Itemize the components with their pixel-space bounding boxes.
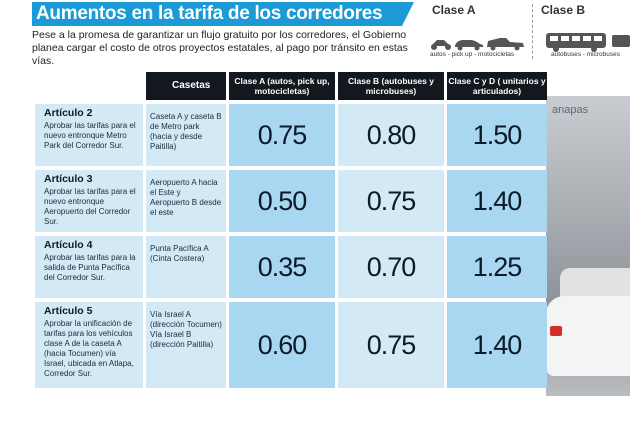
article-description: Aprobar la unificación de tarifas para l… bbox=[44, 319, 134, 378]
title-banner: Aumentos en la tarifa de los corredores bbox=[32, 2, 402, 26]
article-title: Artículo 5 bbox=[44, 305, 93, 317]
legend-divider bbox=[532, 4, 533, 59]
header-class-cd: Clase C y D ( unitarios y articulados) bbox=[447, 72, 547, 100]
photo-car-front bbox=[546, 296, 630, 376]
photo-car-tail-light bbox=[550, 326, 562, 336]
title-banner-wedge bbox=[402, 2, 414, 26]
article-cell: Artículo 5 Aprobar la unificación de tar… bbox=[35, 302, 143, 388]
class-b-value: 0.70 bbox=[338, 236, 444, 298]
class-a-value: 0.60 bbox=[229, 302, 335, 388]
article-description: Aprobar las tarifas para el nuevo entron… bbox=[44, 187, 136, 226]
table-row: Artículo 2 Aprobar las tarifas para el n… bbox=[35, 104, 547, 166]
class-a-value: 0.50 bbox=[229, 170, 335, 232]
class-cd-value: 1.40 bbox=[447, 302, 547, 388]
article-cell: Artículo 3 Aprobar las tarifas para el n… bbox=[35, 170, 143, 232]
toll-rates-table: Casetas Clase A (autos, pick up, motocic… bbox=[32, 68, 550, 392]
class-b-bus-icon bbox=[546, 33, 630, 52]
class-cd-value: 1.50 bbox=[447, 104, 547, 166]
class-cd-value: 1.40 bbox=[447, 170, 547, 232]
class-b-value: 0.75 bbox=[338, 170, 444, 232]
class-a-vehicles-icon bbox=[431, 38, 524, 51]
article-cell: Artículo 2 Aprobar las tarifas para el n… bbox=[35, 104, 143, 166]
toll-booth-photo: anapas bbox=[546, 96, 630, 396]
page-title: Aumentos en la tarifa de los corredores bbox=[36, 3, 383, 24]
header-spacer bbox=[35, 72, 143, 100]
casetas-cell: Aeropuerto A hacia el Este y Aeropuerto … bbox=[146, 170, 226, 232]
header-class-b: Clase B (autobuses y microbuses) bbox=[338, 72, 444, 100]
article-title: Artículo 2 bbox=[44, 107, 93, 119]
article-title: Artículo 3 bbox=[44, 173, 93, 185]
table-row: Artículo 4 Aprobar las tarifas para la s… bbox=[35, 236, 547, 298]
article-description: Aprobar las tarifas para la salida de Pu… bbox=[44, 253, 136, 282]
header-class-a: Clase A (autos, pick up, motocicletas) bbox=[229, 72, 335, 100]
casetas-cell: Caseta A y caseta B de Metro park (hacia… bbox=[146, 104, 226, 166]
class-a-legend-caption: autos - pick up - motocicletas bbox=[430, 51, 515, 58]
class-b-value: 0.80 bbox=[338, 104, 444, 166]
class-a-value: 0.75 bbox=[229, 104, 335, 166]
class-a-value: 0.35 bbox=[229, 236, 335, 298]
casetas-cell: Vía Israel A (dirección Tocumen) Vía Isr… bbox=[146, 302, 226, 388]
class-b-legend-caption: autobuses - microbuses bbox=[551, 51, 621, 58]
article-title: Artículo 4 bbox=[44, 239, 93, 251]
class-cd-value: 1.25 bbox=[447, 236, 547, 298]
article-description: Aprobar las tarifas para el nuevo entron… bbox=[44, 121, 136, 150]
class-a-legend-title: Clase A bbox=[432, 3, 476, 17]
table-header-row: Casetas Clase A (autos, pick up, motocic… bbox=[35, 72, 547, 100]
class-b-legend-title: Clase B bbox=[541, 3, 586, 17]
class-b-value: 0.75 bbox=[338, 302, 444, 388]
intro-text: Pese a la promesa de garantizar un flujo… bbox=[32, 29, 408, 67]
casetas-cell: Punta Pacífica A (Cinta Costera) bbox=[146, 236, 226, 298]
photo-sign-text: anapas bbox=[552, 104, 589, 116]
header-casetas: Casetas bbox=[146, 72, 226, 100]
table-row: Artículo 3 Aprobar las tarifas para el n… bbox=[35, 170, 547, 232]
table-row: Artículo 5 Aprobar la unificación de tar… bbox=[35, 302, 547, 388]
article-cell: Artículo 4 Aprobar las tarifas para la s… bbox=[35, 236, 143, 298]
